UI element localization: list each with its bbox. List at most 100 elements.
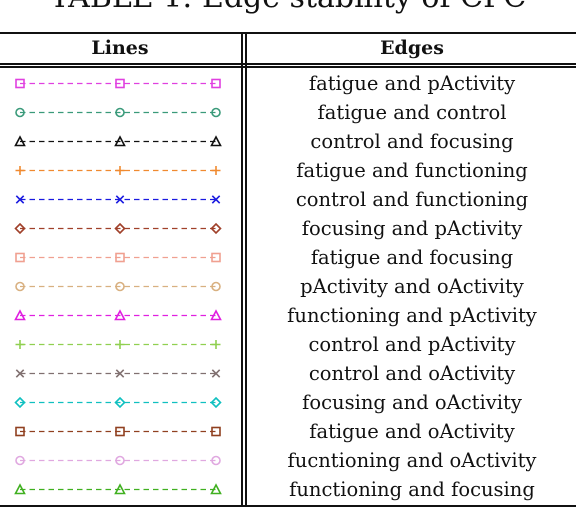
circle-marker-icon	[211, 107, 221, 118]
circle-marker-icon	[115, 455, 125, 466]
line-sample	[12, 98, 234, 127]
column-separator-right	[245, 32, 247, 507]
edge-label: fatigue and focusing	[310, 246, 514, 269]
circle-marker-icon	[211, 455, 221, 466]
triangle-marker-icon	[114, 483, 126, 495]
x-marker-icon	[115, 195, 125, 204]
line-style-graphic	[14, 222, 222, 235]
triangle-marker-icon	[210, 135, 222, 147]
square-marker-icon	[115, 426, 125, 437]
x-marker-icon	[15, 369, 25, 378]
x-marker-icon	[15, 195, 25, 204]
edge-label: focusing and oActivity	[302, 391, 522, 414]
table-row: functioning and focusing	[0, 475, 576, 504]
circle-marker-icon	[15, 455, 25, 466]
column-separator-left	[241, 32, 243, 507]
circle-marker-icon	[15, 107, 25, 118]
line-sample	[12, 301, 234, 330]
lines-header: Lines	[91, 37, 149, 59]
triangle-marker-icon	[14, 309, 26, 321]
triangle-marker-icon	[14, 135, 26, 147]
square-marker-icon	[15, 78, 25, 89]
square-marker-icon	[211, 252, 221, 263]
top-rule	[0, 32, 576, 34]
circle-marker-icon	[15, 281, 25, 292]
line-sample	[12, 417, 234, 446]
diamond-marker-icon	[14, 396, 26, 409]
table-row: fatigue and control	[0, 98, 576, 127]
line-style-graphic	[15, 78, 221, 89]
line-sample	[12, 214, 234, 243]
line-sample	[12, 243, 234, 272]
line-style-graphic	[15, 426, 221, 437]
edge-label: control and focusing	[310, 130, 514, 153]
edge-label: fatigue and control	[317, 101, 507, 124]
table-caption: TABLE 1: Edge stability of CPC	[0, 0, 576, 18]
x-marker-icon	[211, 195, 221, 204]
edge-label: pActivity and oActivity	[300, 275, 524, 298]
line-style-graphic	[14, 396, 222, 409]
triangle-marker-icon	[114, 309, 126, 321]
table-body: fatigue and pActivity fatigue and control…	[0, 69, 576, 504]
table-row: control and pActivity	[0, 330, 576, 359]
triangle-marker-icon	[210, 309, 222, 321]
line-style-graphic	[15, 252, 221, 263]
plus-marker-icon	[15, 340, 25, 349]
edge-label: functioning and focusing	[289, 478, 535, 501]
edge-label: control and functioning	[295, 188, 529, 211]
line-style-graphic	[15, 455, 221, 466]
line-sample	[12, 127, 234, 156]
table-row: fucntioning and oActivity	[0, 446, 576, 475]
edge-label: control and pActivity	[308, 333, 516, 356]
line-style-graphic	[15, 195, 221, 204]
diamond-marker-icon	[210, 222, 222, 235]
table-row: fatigue and functioning	[0, 156, 576, 185]
diamond-marker-icon	[210, 396, 222, 409]
table-row: focusing and pActivity	[0, 214, 576, 243]
square-marker-icon	[15, 252, 25, 263]
circle-marker-icon	[115, 107, 125, 118]
diamond-marker-icon	[14, 222, 26, 235]
line-sample	[12, 156, 234, 185]
edge-label: functioning and pActivity	[287, 304, 537, 327]
line-style-graphic	[15, 166, 221, 175]
x-marker-icon	[211, 369, 221, 378]
line-style-graphic	[15, 369, 221, 378]
square-marker-icon	[211, 426, 221, 437]
table-row: focusing and oActivity	[0, 388, 576, 417]
line-style-graphic	[15, 107, 221, 118]
line-sample	[12, 185, 234, 214]
table-row: control and focusing	[0, 127, 576, 156]
diamond-marker-icon	[114, 396, 126, 409]
plus-marker-icon	[211, 340, 221, 349]
table-row: fatigue and pActivity	[0, 69, 576, 98]
triangle-marker-icon	[210, 483, 222, 495]
x-marker-icon	[115, 369, 125, 378]
triangle-marker-icon	[114, 135, 126, 147]
plus-marker-icon	[15, 166, 25, 175]
square-marker-icon	[115, 252, 125, 263]
line-style-graphic	[14, 309, 222, 321]
square-marker-icon	[15, 426, 25, 437]
edge-label: fatigue and pActivity	[308, 72, 516, 95]
diamond-marker-icon	[114, 222, 126, 235]
table-row: control and oActivity	[0, 359, 576, 388]
square-marker-icon	[115, 78, 125, 89]
line-sample	[12, 272, 234, 301]
line-style-graphic	[14, 483, 222, 495]
line-style-graphic	[15, 281, 221, 292]
triangle-marker-icon	[14, 483, 26, 495]
plus-marker-icon	[115, 166, 125, 175]
table-row: fatigue and focusing	[0, 243, 576, 272]
line-style-graphic	[14, 135, 222, 147]
edge-label: fucntioning and oActivity	[287, 449, 537, 472]
edges-header: Edges	[380, 37, 444, 59]
line-sample	[12, 69, 234, 98]
table-row: functioning and pActivity	[0, 301, 576, 330]
square-marker-icon	[211, 78, 221, 89]
circle-marker-icon	[115, 281, 125, 292]
circle-marker-icon	[211, 281, 221, 292]
edge-label: focusing and pActivity	[301, 217, 523, 240]
line-sample	[12, 446, 234, 475]
table-row: pActivity and oActivity	[0, 272, 576, 301]
